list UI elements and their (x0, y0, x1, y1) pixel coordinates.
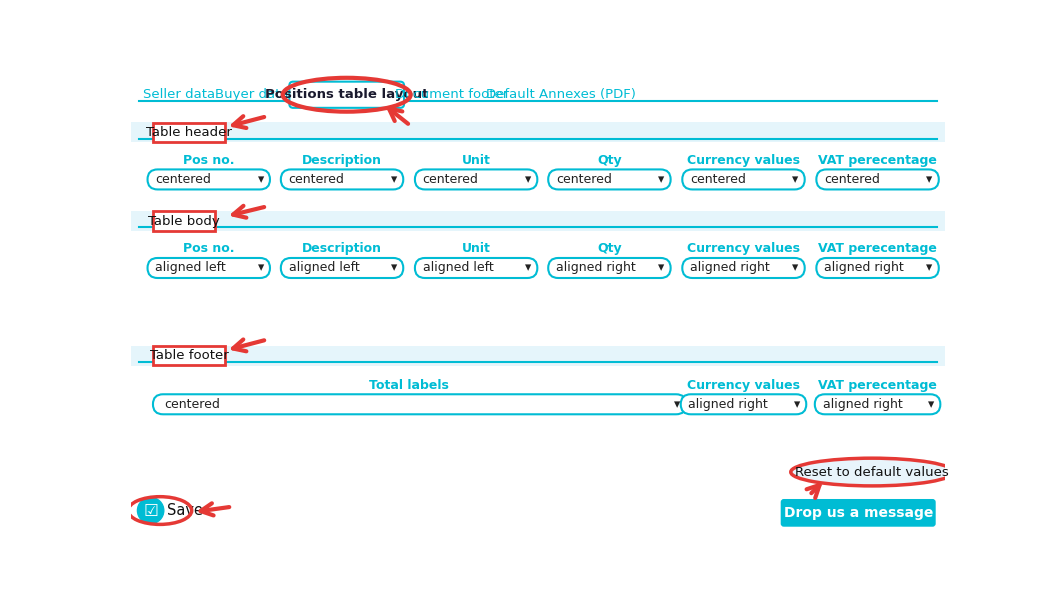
Text: ▾: ▾ (257, 173, 264, 186)
Text: Pos no.: Pos no. (183, 153, 234, 167)
FancyBboxPatch shape (815, 394, 941, 414)
Text: aligned right: aligned right (824, 261, 904, 275)
Text: ▾: ▾ (658, 173, 665, 186)
Text: Buyer data: Buyer data (214, 88, 288, 101)
Text: VAT perecentage: VAT perecentage (818, 153, 937, 167)
FancyBboxPatch shape (147, 258, 270, 278)
Text: Table footer: Table footer (150, 349, 229, 362)
Text: ▾: ▾ (794, 398, 800, 411)
Text: centered: centered (155, 173, 211, 186)
Text: ▾: ▾ (257, 261, 264, 275)
FancyBboxPatch shape (682, 258, 804, 278)
FancyBboxPatch shape (290, 82, 404, 108)
Text: ☑: ☑ (143, 501, 159, 519)
Text: ▾: ▾ (525, 173, 531, 186)
FancyBboxPatch shape (280, 170, 403, 189)
FancyBboxPatch shape (816, 258, 939, 278)
Circle shape (138, 497, 164, 524)
Text: Positions table layout: Positions table layout (265, 88, 428, 101)
Text: centered: centered (164, 398, 219, 411)
Text: aligned right: aligned right (690, 261, 770, 275)
Text: Description: Description (302, 153, 382, 167)
Text: centered: centered (690, 173, 746, 186)
Text: Unit: Unit (462, 242, 490, 256)
Text: VAT perecentage: VAT perecentage (818, 242, 937, 256)
Text: ▾: ▾ (793, 261, 799, 275)
FancyBboxPatch shape (816, 170, 939, 189)
Bar (131, 346, 945, 366)
FancyBboxPatch shape (680, 394, 806, 414)
Text: centered: centered (824, 173, 880, 186)
Text: Save: Save (167, 503, 203, 518)
Text: ▾: ▾ (926, 261, 932, 275)
Text: Seller data: Seller data (143, 88, 215, 101)
Text: aligned left: aligned left (289, 261, 359, 275)
Text: aligned right: aligned right (689, 398, 769, 411)
Text: Currency values: Currency values (687, 379, 800, 392)
Text: ▾: ▾ (928, 398, 934, 411)
Text: aligned right: aligned right (822, 398, 902, 411)
Text: centered: centered (289, 173, 344, 186)
Text: Table body: Table body (148, 214, 219, 227)
Text: centered: centered (555, 173, 612, 186)
Text: Description: Description (302, 242, 382, 256)
Text: aligned left: aligned left (423, 261, 494, 275)
Text: ▾: ▾ (391, 173, 397, 186)
FancyBboxPatch shape (781, 499, 936, 527)
FancyBboxPatch shape (280, 258, 403, 278)
Text: ▾: ▾ (391, 261, 397, 275)
Text: Table header: Table header (146, 126, 232, 139)
Text: ▾: ▾ (658, 261, 665, 275)
FancyBboxPatch shape (415, 170, 538, 189)
Text: Qty: Qty (597, 153, 622, 167)
Text: Currency values: Currency values (687, 153, 800, 167)
Bar (131, 122, 945, 143)
FancyBboxPatch shape (682, 170, 804, 189)
FancyBboxPatch shape (147, 170, 270, 189)
Text: ▾: ▾ (793, 173, 799, 186)
Text: Document footer: Document footer (395, 88, 508, 101)
Text: Qty: Qty (597, 242, 622, 256)
FancyBboxPatch shape (153, 346, 226, 365)
Text: Reset to default values: Reset to default values (795, 466, 949, 479)
Text: ▾: ▾ (926, 173, 932, 186)
FancyBboxPatch shape (153, 123, 226, 142)
Ellipse shape (791, 458, 953, 486)
Text: aligned right: aligned right (555, 261, 635, 275)
Text: Total labels: Total labels (369, 379, 448, 392)
FancyBboxPatch shape (548, 258, 671, 278)
Text: Default Annexes (PDF): Default Annexes (PDF) (486, 88, 635, 101)
FancyBboxPatch shape (548, 170, 671, 189)
Text: ▾: ▾ (525, 261, 531, 275)
FancyBboxPatch shape (153, 394, 686, 414)
Text: Unit: Unit (462, 153, 490, 167)
Text: ▾: ▾ (674, 398, 680, 411)
Text: centered: centered (423, 173, 479, 186)
Text: aligned left: aligned left (155, 261, 226, 275)
Bar (131, 211, 945, 231)
Text: Pos no.: Pos no. (183, 242, 234, 256)
FancyBboxPatch shape (153, 211, 215, 230)
Text: Drop us a message: Drop us a message (783, 506, 932, 520)
Text: VAT perecentage: VAT perecentage (818, 379, 937, 392)
FancyBboxPatch shape (415, 258, 538, 278)
Text: Currency values: Currency values (687, 242, 800, 256)
